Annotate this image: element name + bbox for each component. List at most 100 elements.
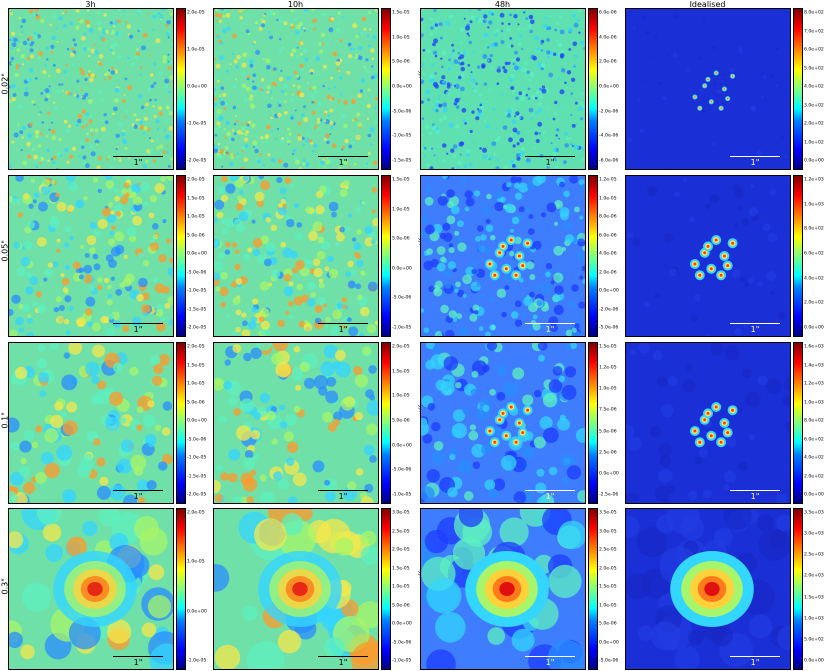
colorbar-tick: -2.0e-06 bbox=[599, 307, 619, 313]
scale-bar bbox=[525, 656, 575, 657]
colorbar-ticks: 1.5e-05 1.0e-05 5.0e-06 0.0e+00 -5.0e-06 -1.0… bbox=[392, 175, 416, 335]
colorbar-ticks: 1.6e+03 1.4e+03 1.2e+03 1.0e+03 8.0e+02 6.0e+… bbox=[804, 342, 828, 502]
column-title: Idealised bbox=[689, 0, 726, 9]
colorbar-tick: 5.0e-06 bbox=[392, 418, 410, 424]
colorbar-tick: 1.0e+02 bbox=[804, 140, 824, 146]
colorbar-tick: 0.0e+00 bbox=[804, 658, 824, 664]
colorbar-tick: -1.0e-05 bbox=[187, 658, 207, 664]
column-title: 10h bbox=[287, 0, 304, 9]
colorbar-tick: -1.0e-05 bbox=[392, 492, 412, 498]
sky-image: 1" bbox=[420, 175, 586, 337]
scale-bar bbox=[113, 156, 163, 157]
colorbar-tick: 5.0e-06 bbox=[187, 400, 205, 406]
colorbar-tick: 1.0e-05 bbox=[392, 584, 410, 590]
colorbar-tick: 1.0e-05 bbox=[187, 214, 205, 220]
colorbar-tick: 0.0e+00 bbox=[187, 84, 207, 90]
colorbar-tick: 2.0e+02 bbox=[804, 301, 824, 307]
colorbar-tick: 4.0e-06 bbox=[599, 251, 617, 257]
scale-label: 1" bbox=[338, 658, 348, 667]
colorbar-ticks: 1.5e-05 1.2e-05 1.0e-05 7.5e-06 5.0e-06 2.5e-… bbox=[599, 342, 623, 502]
colorbar-ticks: 3.5e+03 3.0e+03 2.5e+03 2.0e+03 1.5e+03 1.0e+… bbox=[804, 508, 828, 668]
colorbar-tick: 0.0e+00 bbox=[187, 251, 207, 257]
colorbar-tick: 3.5e+03 bbox=[804, 510, 824, 516]
colorbar-tick: -5.0e-06 bbox=[187, 437, 207, 443]
colorbar bbox=[588, 342, 598, 504]
colorbar-ticks: 8.0e+02 7.0e+02 6.0e+02 5.0e+02 4.0e+02 3.0e+… bbox=[804, 8, 828, 168]
colorbar-tick: 0.0e+00 bbox=[187, 418, 207, 424]
colorbar bbox=[793, 342, 803, 504]
scale-bar bbox=[113, 323, 163, 324]
scale-bar bbox=[318, 156, 368, 157]
colorbar-tick: 6.0e+02 bbox=[804, 251, 824, 257]
colorbar-tick: 5.0e-06 bbox=[599, 429, 617, 435]
colorbar-tick: 2.0e-06 bbox=[599, 270, 617, 276]
colorbar-tick: 1.5e-05 bbox=[187, 196, 205, 202]
colorbar-tick: 7.5e-06 bbox=[599, 408, 617, 414]
colorbar bbox=[793, 508, 803, 670]
sky-image: 1" bbox=[420, 8, 586, 170]
colorbar-tick: 2.0e+02 bbox=[804, 121, 824, 127]
colorbar-tick: 2.0e-05 bbox=[187, 10, 205, 16]
scale-bar bbox=[318, 323, 368, 324]
colorbar-tick: 1.6e+03 bbox=[804, 344, 824, 350]
colorbar-tick: 6.0e-06 bbox=[599, 10, 617, 16]
colorbar-tick: 1.0e-05 bbox=[392, 207, 410, 213]
colorbar-tick: 2.0e-05 bbox=[187, 510, 205, 516]
colorbar-ticks: 1.2e+03 1.0e+03 8.0e+02 6.0e+02 4.0e+02 2.0e+… bbox=[804, 175, 828, 335]
colorbar-tick: -1.5e-05 bbox=[187, 474, 207, 480]
colorbar-tick: 0.0e+00 bbox=[392, 621, 412, 627]
colorbar-tick: 1.0e-05 bbox=[392, 35, 410, 41]
sky-image: 1" bbox=[8, 342, 174, 504]
colorbar-tick: 1.2e+03 bbox=[804, 381, 824, 387]
colorbar-tick: -2.0e-05 bbox=[187, 158, 207, 164]
colorbar-tick: -5.0e-06 bbox=[392, 468, 412, 474]
colorbar-tick: -1.5e-05 bbox=[392, 158, 412, 164]
colorbar-tick: 0.0e+00 bbox=[599, 288, 619, 294]
colorbar-ticks: 1.5e-05 1.0e-05 5.0e-06 0.0e+00 -5.0e-06 -1.0… bbox=[392, 8, 416, 168]
scale-label: 1" bbox=[133, 325, 143, 334]
colorbar-tick: 4.0e-06 bbox=[599, 35, 617, 41]
colorbar bbox=[793, 175, 803, 337]
colorbar-tick: 3.0e-05 bbox=[599, 529, 617, 535]
colorbar-tick: 2.0e+02 bbox=[804, 474, 824, 480]
colorbar-tick: 2.5e+03 bbox=[804, 552, 824, 558]
colorbar-tick: 6.0e+02 bbox=[804, 437, 824, 443]
colorbar-tick: 1.5e-05 bbox=[599, 584, 617, 590]
colorbar bbox=[381, 8, 391, 170]
sky-image: 1" bbox=[625, 8, 791, 170]
colorbar-ticks: 2.0e-05 1.5e-05 1.0e-05 5.0e-06 0.0e+00 -5.0e… bbox=[187, 175, 211, 335]
scale-label: 1" bbox=[133, 158, 143, 167]
colorbar-tick: 5.0e-06 bbox=[392, 603, 410, 609]
colorbar-tick: 8.0e+02 bbox=[804, 10, 824, 16]
colorbar bbox=[381, 175, 391, 337]
colorbar-tick: 3.5e-05 bbox=[599, 510, 617, 516]
colorbar bbox=[381, 342, 391, 504]
colorbar-tick: 2.5e-05 bbox=[392, 529, 410, 535]
colorbar-tick: -5.0e-06 bbox=[599, 325, 619, 331]
column-title: 3h bbox=[85, 0, 96, 9]
scale-label: 1" bbox=[338, 325, 348, 334]
colorbar-tick: 2.0e-05 bbox=[599, 566, 617, 572]
colorbar-tick: 0.0e+00 bbox=[187, 609, 207, 615]
sky-image: 1" bbox=[625, 508, 791, 670]
sky-image: 1" bbox=[213, 8, 379, 170]
scale-label: 1" bbox=[338, 158, 348, 167]
scale-label: 1" bbox=[545, 658, 555, 667]
colorbar-tick: -6.0e-06 bbox=[599, 158, 619, 164]
colorbar-ticks: 1.2e-05 1.0e-05 8.0e-06 6.0e-06 4.0e-06 2.0e-… bbox=[599, 175, 623, 335]
scale-bar bbox=[318, 490, 368, 491]
colorbar-ticks: 2.0e-05 1.0e-05 0.0e+00 -1.0e-05 -2.0e-05 bbox=[187, 8, 211, 168]
colorbar-tick: 0.0e+00 bbox=[392, 84, 412, 90]
scale-label: 1" bbox=[545, 158, 555, 167]
scale-label: 1" bbox=[750, 492, 760, 501]
colorbar-tick: 2.0e+03 bbox=[804, 574, 824, 580]
colorbar-tick: 5.0e-06 bbox=[599, 621, 617, 627]
colorbar-tick: -1.0e-05 bbox=[187, 121, 207, 127]
colorbar-ticks: 2.0e-05 1.0e-05 0.0e+00 -1.0e-05 bbox=[187, 508, 211, 668]
scale-label: 1" bbox=[750, 658, 760, 667]
sky-image: 1" bbox=[213, 342, 379, 504]
sky-image: 1" bbox=[8, 8, 174, 170]
sky-image: 1" bbox=[420, 508, 586, 670]
colorbar-tick: 3.0e-05 bbox=[392, 510, 410, 516]
sky-image: 1" bbox=[8, 508, 174, 670]
